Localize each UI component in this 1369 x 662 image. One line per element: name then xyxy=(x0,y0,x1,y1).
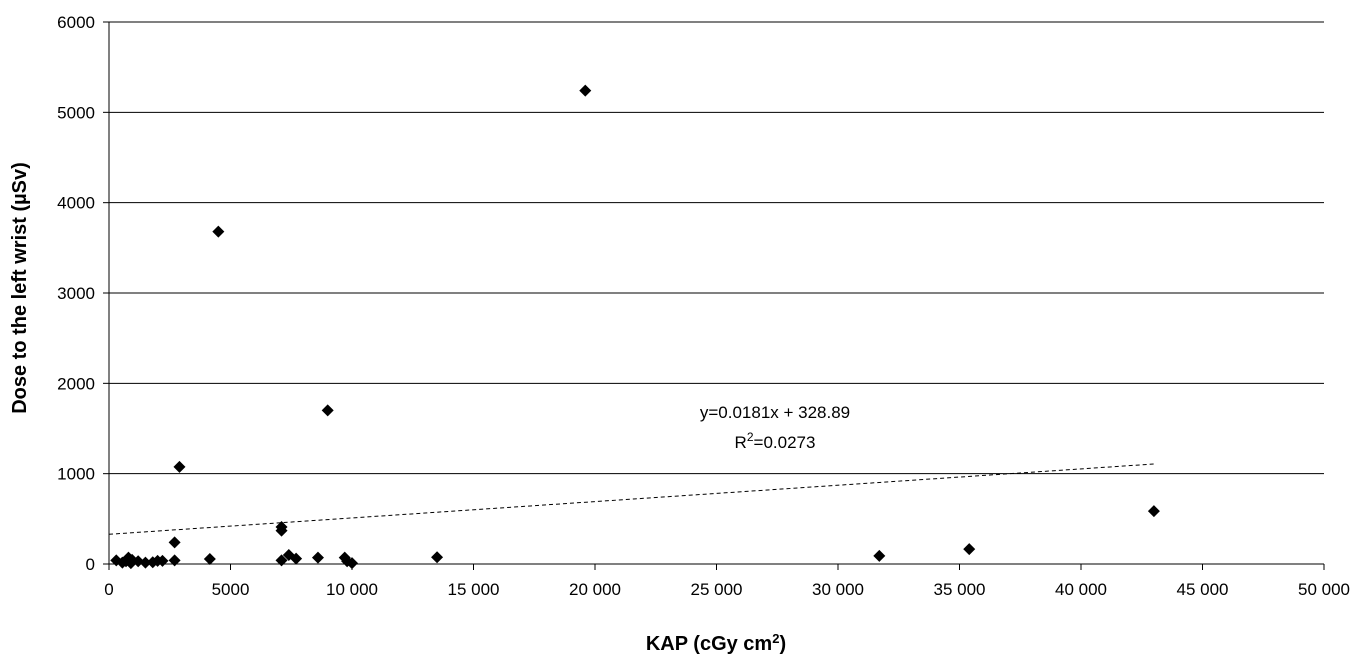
data-point-21 xyxy=(311,551,324,564)
data-point-11 xyxy=(168,536,181,549)
x-tick-label-0: 0 xyxy=(104,580,113,599)
x-axis-title: KAP (cGy cm2) xyxy=(646,631,786,656)
data-point-27 xyxy=(579,84,592,97)
x-tick-label-6: 30 000 xyxy=(812,580,864,599)
y-tick-labels: 0 1000 2000 3000 4000 5000 6000 xyxy=(57,13,95,574)
data-point-28 xyxy=(873,549,886,562)
y-tick-label-2: 2000 xyxy=(57,374,95,393)
y-tick-label-1: 1000 xyxy=(57,465,95,484)
r-squared-value: =0.0273 xyxy=(754,433,816,452)
data-point-14 xyxy=(203,553,216,566)
y-axis-title: Dose to the left wrist (µSv) xyxy=(9,162,31,414)
y-tick-label-0: 0 xyxy=(86,555,95,574)
trendline xyxy=(108,463,1154,535)
y-tick-label-3: 3000 xyxy=(57,284,95,303)
data-point-18 xyxy=(275,554,288,567)
x-tick-label-3: 15 000 xyxy=(448,580,500,599)
x-axis-title-superscript: 2 xyxy=(772,631,779,646)
x-tick-label-7: 35 000 xyxy=(934,580,986,599)
x-tick-label-5: 25 000 xyxy=(691,580,743,599)
data-point-30 xyxy=(1147,505,1160,518)
x-tick-label-1: 5000 xyxy=(212,580,250,599)
y-tick-label-4: 4000 xyxy=(57,194,95,213)
y-tick-label-5: 5000 xyxy=(57,103,95,122)
r-squared-prefix: R xyxy=(735,433,747,452)
x-tick-labels: 0 5000 10 000 15 000 20 000 25 000 30 000 35 00… xyxy=(104,580,1350,599)
x-axis-title-main: KAP (cGy cm xyxy=(646,633,772,655)
data-point-13 xyxy=(173,460,186,473)
data-point-7 xyxy=(139,556,152,569)
x-tick-label-9: 45 000 xyxy=(1177,580,1229,599)
x-tick-label-2: 10 000 xyxy=(326,580,378,599)
data-point-10 xyxy=(156,554,169,567)
data-point-26 xyxy=(431,551,444,564)
data-point-29 xyxy=(963,543,976,556)
gridlines xyxy=(109,21,1324,475)
data-point-25 xyxy=(346,557,358,570)
x-tick-label-10: 50 000 xyxy=(1298,580,1350,599)
data-point-12 xyxy=(168,554,181,567)
trendline-r-squared: R2=0.0273 xyxy=(735,430,816,452)
x-axis-title-tail: ) xyxy=(779,633,786,655)
data-point-15 xyxy=(212,225,225,238)
trendline-equation: y=0.0181x + 328.89 xyxy=(700,403,850,422)
data-points xyxy=(110,84,1160,570)
x-tick-label-4: 20 000 xyxy=(569,580,621,599)
axes xyxy=(103,21,1325,570)
data-point-17 xyxy=(275,524,288,537)
x-tick-label-8: 40 000 xyxy=(1055,580,1107,599)
data-point-22 xyxy=(321,404,334,417)
r-squared-superscript: 2 xyxy=(747,430,754,444)
y-tick-label-6: 6000 xyxy=(57,13,95,32)
trendline-group xyxy=(108,463,1154,535)
data-point-20 xyxy=(290,552,303,565)
